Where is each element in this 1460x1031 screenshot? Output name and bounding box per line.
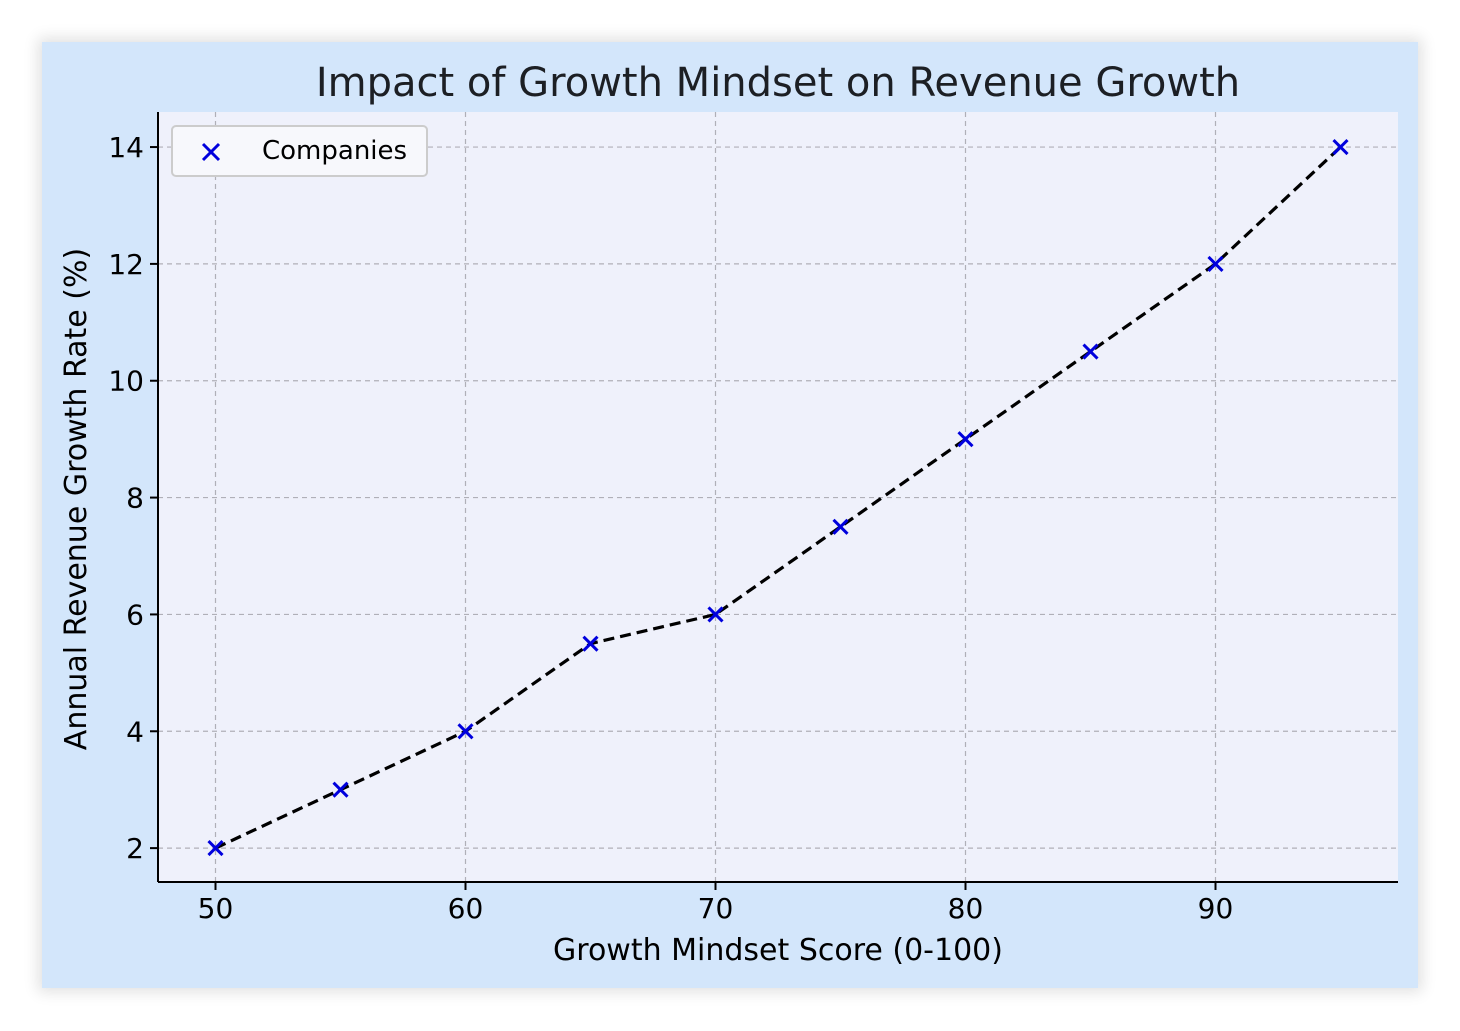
x-tick-label: 60 bbox=[448, 892, 484, 925]
x-tick-label: 80 bbox=[948, 892, 984, 925]
legend-marker-x-icon bbox=[201, 142, 221, 162]
y-tick-label: 10 bbox=[108, 365, 144, 398]
x-tick-label: 70 bbox=[698, 892, 734, 925]
data-point bbox=[1082, 343, 1099, 360]
x-tick-label: 50 bbox=[198, 892, 234, 925]
legend-label: Companies bbox=[262, 136, 407, 166]
y-axis-label: Annual Revenue Growth Rate (%) bbox=[59, 248, 94, 750]
data-point bbox=[832, 518, 849, 535]
data-point bbox=[707, 606, 724, 623]
series-line bbox=[214, 145, 1342, 850]
figure-panel: Impact of Growth Mindset on Revenue Grow… bbox=[42, 42, 1418, 988]
y-tick-label: 14 bbox=[108, 131, 144, 164]
y-tick-label: 4 bbox=[126, 715, 144, 748]
y-tick-label: 8 bbox=[126, 482, 144, 515]
y-tick-label: 2 bbox=[126, 832, 144, 865]
chart: Impact of Growth Mindset on Revenue Grow… bbox=[59, 60, 1398, 968]
chart-title: Impact of Growth Mindset on Revenue Grow… bbox=[316, 60, 1240, 106]
plot-area bbox=[158, 112, 1398, 882]
y-tick-label: 12 bbox=[108, 248, 144, 281]
y-ticks: 2 4 6 8 10 12 14 bbox=[108, 131, 158, 865]
x-axis-label: Growth Mindset Score (0-100) bbox=[553, 933, 1003, 968]
data-point bbox=[1332, 138, 1349, 156]
y-tick-label: 6 bbox=[126, 598, 144, 631]
data-point bbox=[457, 723, 474, 740]
x-tick-label: 90 bbox=[1198, 892, 1234, 925]
legend: Companies bbox=[171, 125, 428, 177]
legend-box bbox=[171, 125, 428, 177]
data-point bbox=[582, 635, 599, 652]
grid-lines bbox=[158, 112, 1398, 882]
data-point bbox=[957, 431, 974, 448]
data-point bbox=[1207, 255, 1224, 272]
series-markers bbox=[207, 138, 1349, 857]
data-point bbox=[332, 781, 349, 798]
x-ticks: 50 60 70 80 90 bbox=[198, 882, 1234, 925]
data-point bbox=[207, 840, 224, 857]
series-line-path bbox=[214, 145, 1342, 850]
